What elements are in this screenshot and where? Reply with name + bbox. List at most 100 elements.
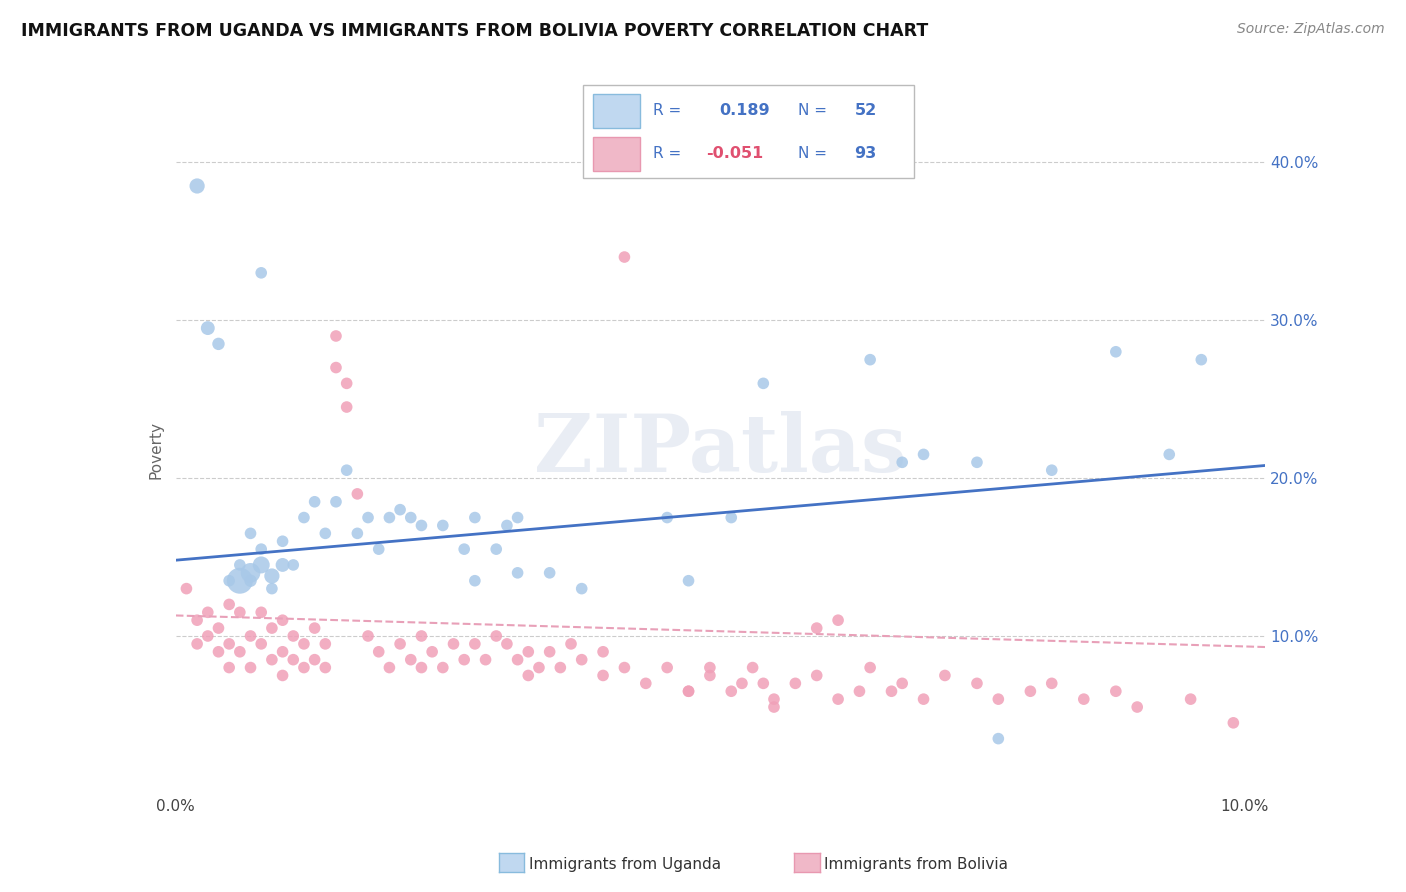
Point: [207, 645, 229, 659]
Point: [592, 668, 614, 682]
Point: [1126, 700, 1149, 714]
Point: [987, 692, 1010, 706]
Text: N =: N =: [799, 145, 827, 161]
Point: [271, 613, 294, 627]
Point: [806, 621, 828, 635]
Point: [325, 495, 347, 509]
Text: Source: ZipAtlas.com: Source: ZipAtlas.com: [1237, 22, 1385, 37]
Point: [260, 569, 283, 583]
Point: [827, 692, 849, 706]
Point: [304, 621, 326, 635]
Point: [880, 684, 903, 698]
Point: [314, 637, 336, 651]
Point: [218, 637, 240, 651]
Point: [741, 660, 763, 674]
Point: [186, 613, 208, 627]
Point: [592, 645, 614, 659]
Text: 93: 93: [855, 145, 877, 161]
Text: Immigrants from Uganda: Immigrants from Uganda: [529, 857, 721, 871]
Point: [613, 250, 636, 264]
Point: [292, 637, 315, 651]
Point: [218, 574, 240, 588]
Point: [304, 653, 326, 667]
Point: [378, 660, 401, 674]
Point: [176, 582, 198, 596]
Point: [678, 684, 700, 698]
Point: [229, 574, 252, 588]
Y-axis label: Poverty: Poverty: [149, 421, 165, 480]
Point: [560, 637, 582, 651]
Point: [411, 660, 433, 674]
Point: [325, 329, 347, 343]
Text: -0.051: -0.051: [706, 145, 763, 161]
Text: Immigrants from Bolivia: Immigrants from Bolivia: [824, 857, 1008, 871]
Point: [464, 574, 486, 588]
Point: [699, 668, 721, 682]
Text: 0.189: 0.189: [718, 103, 769, 119]
Point: [239, 526, 262, 541]
Point: [271, 534, 294, 549]
Point: [357, 510, 380, 524]
Text: ZIPatlas: ZIPatlas: [534, 411, 907, 490]
Point: [432, 660, 454, 674]
Point: [506, 510, 529, 524]
Point: [250, 542, 273, 557]
Point: [229, 558, 252, 572]
Point: [453, 653, 475, 667]
Point: [186, 179, 208, 194]
Point: [453, 542, 475, 557]
Point: [186, 637, 208, 651]
Point: [571, 582, 593, 596]
Point: [496, 518, 519, 533]
Point: [966, 676, 988, 690]
Point: [218, 660, 240, 674]
Point: [1105, 684, 1128, 698]
Point: [207, 621, 229, 635]
Point: [474, 653, 496, 667]
Point: [271, 668, 294, 682]
Point: [207, 337, 229, 351]
Point: [987, 731, 1010, 746]
Point: [912, 692, 935, 706]
Text: 52: 52: [855, 103, 877, 119]
Point: [346, 487, 368, 501]
Point: [506, 653, 529, 667]
Point: [218, 598, 240, 612]
Point: [506, 566, 529, 580]
Point: [657, 510, 679, 524]
Text: N =: N =: [799, 103, 827, 119]
Point: [464, 637, 486, 651]
Point: [1040, 463, 1063, 477]
Point: [389, 637, 412, 651]
Point: [966, 455, 988, 469]
Point: [260, 621, 283, 635]
Point: [891, 676, 914, 690]
Point: [485, 629, 508, 643]
Text: IMMIGRANTS FROM UGANDA VS IMMIGRANTS FROM BOLIVIA POVERTY CORRELATION CHART: IMMIGRANTS FROM UGANDA VS IMMIGRANTS FRO…: [21, 22, 928, 40]
Point: [827, 613, 849, 627]
Point: [197, 629, 219, 643]
Point: [336, 400, 359, 414]
Point: [283, 629, 305, 643]
Point: [432, 518, 454, 533]
Point: [271, 645, 294, 659]
Point: [239, 660, 262, 674]
Point: [292, 660, 315, 674]
Point: [1040, 676, 1063, 690]
Point: [367, 542, 389, 557]
Point: [399, 510, 422, 524]
Point: [752, 676, 775, 690]
Point: [699, 660, 721, 674]
Point: [420, 645, 443, 659]
Point: [464, 510, 486, 524]
Point: [1105, 344, 1128, 359]
Point: [1222, 715, 1244, 730]
Point: [336, 376, 359, 391]
Point: [731, 676, 754, 690]
Point: [859, 660, 882, 674]
Point: [1019, 684, 1042, 698]
Point: [283, 558, 305, 572]
Point: [485, 542, 508, 557]
Text: R =: R =: [652, 145, 681, 161]
Point: [538, 645, 561, 659]
